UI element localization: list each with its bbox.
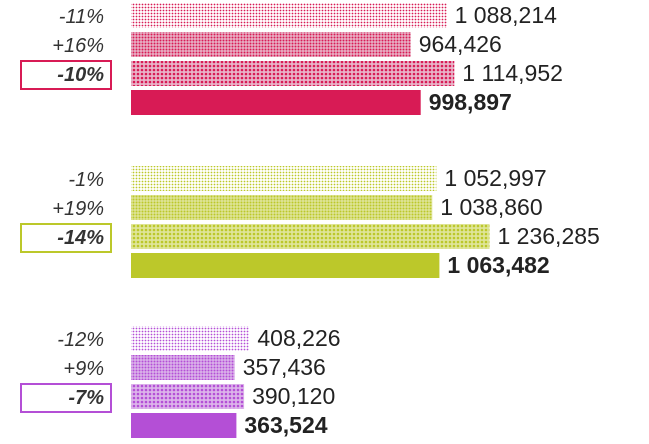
value-label-1-1: 1 088,214 [455, 2, 558, 28]
change-label-2-2: +19% [52, 198, 104, 220]
value-label-2-2: 1 038,860 [440, 194, 542, 220]
bar-group-1: 1 088,214 964,426 1 114,952 998,897 -11% +16%… [20, 2, 563, 115]
bar-3-1 [131, 326, 250, 351]
bar-1-3 [131, 61, 455, 86]
bar-3-4 [131, 413, 237, 438]
value-label-2-4: 1 063,482 [447, 252, 549, 278]
bar-2-4 [131, 253, 440, 278]
bar-3-3 [131, 384, 245, 409]
bar-2-1 [131, 166, 437, 191]
change-highlight-box-3 [20, 383, 112, 413]
bar-1-1 [131, 3, 447, 28]
change-label-3-2: +9% [63, 358, 104, 380]
change-label-1-2: +16% [52, 35, 104, 57]
bar-1-2 [131, 32, 411, 57]
value-label-3-2: 357,436 [243, 354, 326, 380]
value-label-1-2: 964,426 [419, 31, 502, 57]
bar-group-2: 1 052,997 1 038,860 1 236,285 1 063,482 -1% +… [20, 165, 600, 278]
change-label-2-1: -1% [68, 169, 104, 191]
change-label-2-3: -14% [57, 227, 104, 249]
value-label-2-3: 1 236,285 [498, 223, 600, 249]
change-highlight-box-2 [20, 223, 112, 253]
value-label-3-4: 363,524 [244, 412, 327, 438]
change-label-3-1: -12% [57, 329, 104, 351]
value-label-3-1: 408,226 [257, 325, 340, 351]
value-label-1-4: 998,897 [429, 89, 512, 115]
value-label-1-3: 1 114,952 [462, 60, 563, 86]
bar-group-3: 408,226 357,436 390,120 363,524 -12% +9% -7% [20, 325, 341, 438]
bar-3-2 [131, 355, 235, 380]
bar-2-3 [131, 224, 490, 249]
bar-1-4 [131, 90, 421, 115]
value-label-3-3: 390,120 [252, 383, 335, 409]
change-highlight-box-1 [20, 60, 112, 90]
bar-2-2 [131, 195, 433, 220]
value-label-2-1: 1 052,997 [444, 165, 546, 191]
change-label-1-1: -11% [59, 6, 104, 28]
change-label-3-3: -7% [68, 387, 104, 409]
change-label-1-3: -10% [57, 64, 104, 86]
